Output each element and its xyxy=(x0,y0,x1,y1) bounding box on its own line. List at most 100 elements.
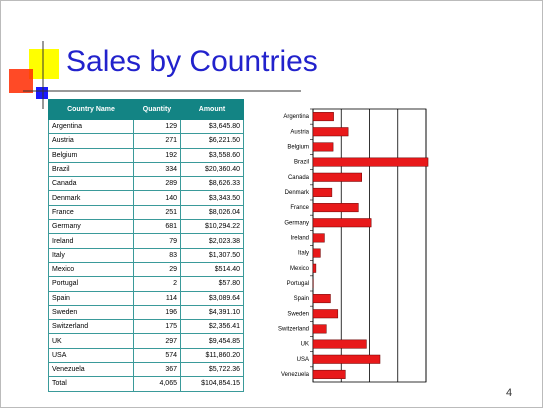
table-cell: $8,626.33 xyxy=(180,176,244,192)
table-cell: 83 xyxy=(133,247,181,263)
y-tick-label: Ireland xyxy=(291,235,309,241)
bar xyxy=(312,187,333,197)
table-cell: $9,454.85 xyxy=(180,333,244,349)
bar xyxy=(312,369,346,379)
table-cell: $10,294.22 xyxy=(180,219,244,235)
table-cell: Portugal xyxy=(48,276,134,292)
bar xyxy=(312,127,349,137)
bar xyxy=(312,309,339,319)
table-row: Portugal 2 $57.80 xyxy=(48,276,244,292)
table-cell: 251 xyxy=(133,204,181,221)
slide-title: Sales by Countries xyxy=(66,45,318,78)
table-cell: $3,558.60 xyxy=(180,147,244,163)
bar xyxy=(312,294,331,304)
table-row: Austria 271 $6,221.50 xyxy=(48,133,244,149)
table-cell: Ireland xyxy=(48,233,134,249)
table-cell: $3,089.64 xyxy=(180,290,244,306)
table-cell: 129 xyxy=(133,118,181,135)
table-cell: Total xyxy=(48,376,134,392)
table-row: Venezuela 367 $5,722.36 xyxy=(48,362,244,378)
table-row: Canada 289 $8,626.33 xyxy=(48,176,244,192)
bar xyxy=(312,157,429,167)
table-cell: $57.80 xyxy=(180,276,244,292)
y-tick-label: Portugal xyxy=(287,281,309,287)
y-tick-label: Venezuela xyxy=(281,372,310,378)
table-cell: Germany xyxy=(48,219,134,235)
table-row: Germany 681 $10,294.22 xyxy=(48,219,244,235)
table-row: UK 297 $9,454.85 xyxy=(48,333,244,349)
table-cell: Italy xyxy=(48,247,134,263)
table-cell: $20,360.40 xyxy=(180,161,244,178)
y-tick-label: Belgium xyxy=(287,144,309,150)
y-tick-label: UK xyxy=(301,342,309,348)
table-cell: $514.40 xyxy=(180,261,244,278)
table-cell: $4,391.10 xyxy=(180,304,244,321)
table-cell: $2,023.38 xyxy=(180,233,244,249)
table-cell: Argentina xyxy=(48,118,134,135)
chart: Argentina Austria Belgium Brazil Canada Denma… xyxy=(278,108,429,383)
table-cell: Sweden xyxy=(48,304,134,321)
y-tick-label: Austria xyxy=(290,129,309,135)
header-row: Country Name Quantity Amount xyxy=(48,99,244,120)
y-tick-label: Spain xyxy=(294,296,309,302)
table-cell: 367 xyxy=(133,362,181,378)
table-row: France 251 $8,026.04 xyxy=(48,204,244,221)
bar xyxy=(312,233,325,243)
table-cell: $8,026.04 xyxy=(180,204,244,221)
y-tick-label: Argentina xyxy=(283,114,309,120)
table-cell: 192 xyxy=(133,147,181,163)
table-row: Ireland 79 $2,023.38 xyxy=(48,233,244,249)
bar xyxy=(312,203,359,213)
bar xyxy=(312,354,381,364)
bar xyxy=(312,339,367,349)
table-cell: $3,645.80 xyxy=(180,118,244,135)
table-row: Argentina 129 $3,645.80 xyxy=(48,118,244,135)
logo-red xyxy=(9,69,33,93)
y-tick-label: France xyxy=(290,205,309,211)
table-cell: 681 xyxy=(133,219,181,235)
table-row: Belgium 192 $3,558.60 xyxy=(48,147,244,163)
table-cell: 140 xyxy=(133,190,181,206)
table-row: Total 4,065 $104,854.15 xyxy=(48,376,244,392)
table-cell: $5,722.36 xyxy=(180,362,244,378)
table-cell: $3,343.50 xyxy=(180,190,244,206)
table-row: Brazil 334 $20,360.40 xyxy=(48,161,244,178)
header-cell: Quantity xyxy=(133,99,181,120)
y-tick-label: USA xyxy=(297,357,309,363)
bar xyxy=(312,172,362,182)
y-tick-label: Italy xyxy=(298,251,309,257)
bar xyxy=(312,324,327,334)
bar xyxy=(312,218,372,228)
table-cell: 114 xyxy=(133,290,181,306)
table-cell: Brazil xyxy=(48,161,134,178)
logo-blue xyxy=(36,87,48,99)
page-number: 4 xyxy=(506,387,512,399)
table-row: Italy 83 $1,307.50 xyxy=(48,247,244,263)
table-cell: Austria xyxy=(48,133,134,149)
table-row: Denmark 140 $3,343.50 xyxy=(48,190,244,206)
table-cell: USA xyxy=(48,347,134,364)
table-cell: UK xyxy=(48,333,134,349)
table-cell: 271 xyxy=(133,133,181,149)
y-tick-label: Denmark xyxy=(285,190,310,196)
table-cell: 29 xyxy=(133,261,181,278)
logo-yellow xyxy=(29,49,59,79)
y-tick-label: Canada xyxy=(288,175,310,181)
table-cell: 175 xyxy=(133,319,181,335)
header-cell: Country Name xyxy=(48,99,134,120)
table-cell: $1,307.50 xyxy=(180,247,244,263)
table-cell: Belgium xyxy=(48,147,134,163)
header-cell: Amount xyxy=(180,99,244,120)
table-cell: $2,356.41 xyxy=(180,319,244,335)
bar xyxy=(312,112,334,122)
table-cell: $11,860.20 xyxy=(180,347,244,364)
table-row: Sweden 196 $4,391.10 xyxy=(48,304,244,321)
table-cell: 297 xyxy=(133,333,181,349)
table-cell: $6,221.50 xyxy=(180,133,244,149)
table-cell: 289 xyxy=(133,176,181,192)
table-cell: 334 xyxy=(133,161,181,178)
table-cell: Canada xyxy=(48,176,134,192)
table-cell: Switzerland xyxy=(48,319,134,335)
bar xyxy=(312,142,334,152)
